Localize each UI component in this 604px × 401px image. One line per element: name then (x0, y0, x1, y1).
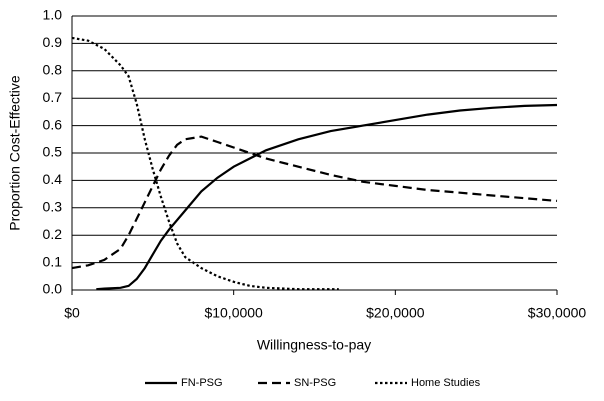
y-tick-label: 0.0 (43, 281, 63, 297)
x-tick-label: $10,0000 (204, 305, 263, 321)
line-series (96, 103, 558, 291)
y-axis-label: Proportion Cost-Effective (7, 75, 23, 231)
y-tick-label: 0.2 (43, 226, 63, 242)
y-tick-label: 0.4 (43, 171, 63, 187)
y-tick-label: 1.0 (43, 7, 63, 23)
x-axis-label: Willingness-to-pay (257, 337, 371, 353)
y-tick-label: 0.7 (43, 89, 63, 105)
x-tick-label: $0 (64, 305, 80, 321)
line-series (71, 135, 558, 270)
y-tick-label: 0.3 (43, 199, 63, 215)
y-tick-label: 0.8 (43, 62, 63, 78)
line-series (71, 36, 339, 291)
legend-label: Home Studies (411, 377, 481, 389)
x-tick-label: $30,0000 (528, 305, 587, 321)
y-tick-label: 0.5 (43, 144, 63, 160)
y-tick-label: 0.6 (43, 116, 63, 132)
x-tick-label: $20,0000 (366, 305, 425, 321)
y-tick-label: 0.1 (43, 253, 63, 269)
y-tick-label: 0.9 (43, 34, 63, 50)
legend-label: FN-PSG (181, 377, 223, 389)
legend-label: SN-PSG (294, 377, 336, 389)
